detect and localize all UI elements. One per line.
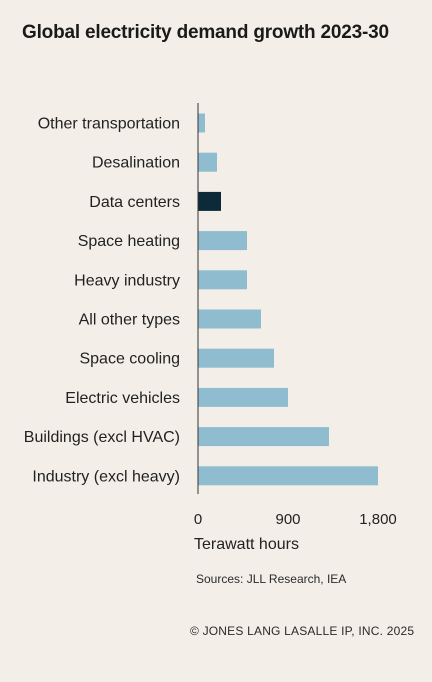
bar-electric-vehicles (198, 387, 288, 407)
bar-space-heating (198, 231, 247, 251)
category-label: Buildings (excl HVAC) (24, 429, 180, 446)
category-label: Heavy industry (74, 272, 180, 289)
bar-all-other-types (198, 309, 261, 329)
bar-desalination (198, 152, 217, 172)
bar-buildings-excl-hvac (198, 427, 329, 447)
category-label: Space heating (78, 233, 180, 250)
category-label: Space cooling (79, 351, 180, 368)
x-tick-label: 1,800 (359, 511, 397, 528)
x-tick-label: 0 (194, 511, 202, 528)
chart-title: Global electricity demand growth 2023-30 (22, 22, 389, 43)
x-axis-label: Terawatt hours (194, 536, 299, 553)
sources-note: Sources: JLL Research, IEA (196, 572, 347, 586)
bar-space-cooling (198, 348, 274, 368)
bar-industry-excl-heavy (198, 466, 378, 486)
x-tick-label: 900 (275, 511, 300, 528)
bar-chart: Other transportation Desalination Data cen… (24, 103, 397, 553)
category-label: Electric vehicles (65, 390, 180, 407)
category-label: Other transportation (38, 116, 180, 133)
category-label: All other types (79, 312, 180, 329)
copyright-note: © JONES LANG LASALLE IP, INC. 2025 (190, 624, 415, 638)
category-label: Data centers (89, 194, 180, 211)
bar-data-centers (198, 191, 221, 211)
category-label: Industry (excl heavy) (32, 468, 180, 485)
bar-other-transportation (198, 113, 205, 133)
bar-heavy-industry (198, 270, 247, 290)
category-label: Desalination (92, 155, 180, 172)
